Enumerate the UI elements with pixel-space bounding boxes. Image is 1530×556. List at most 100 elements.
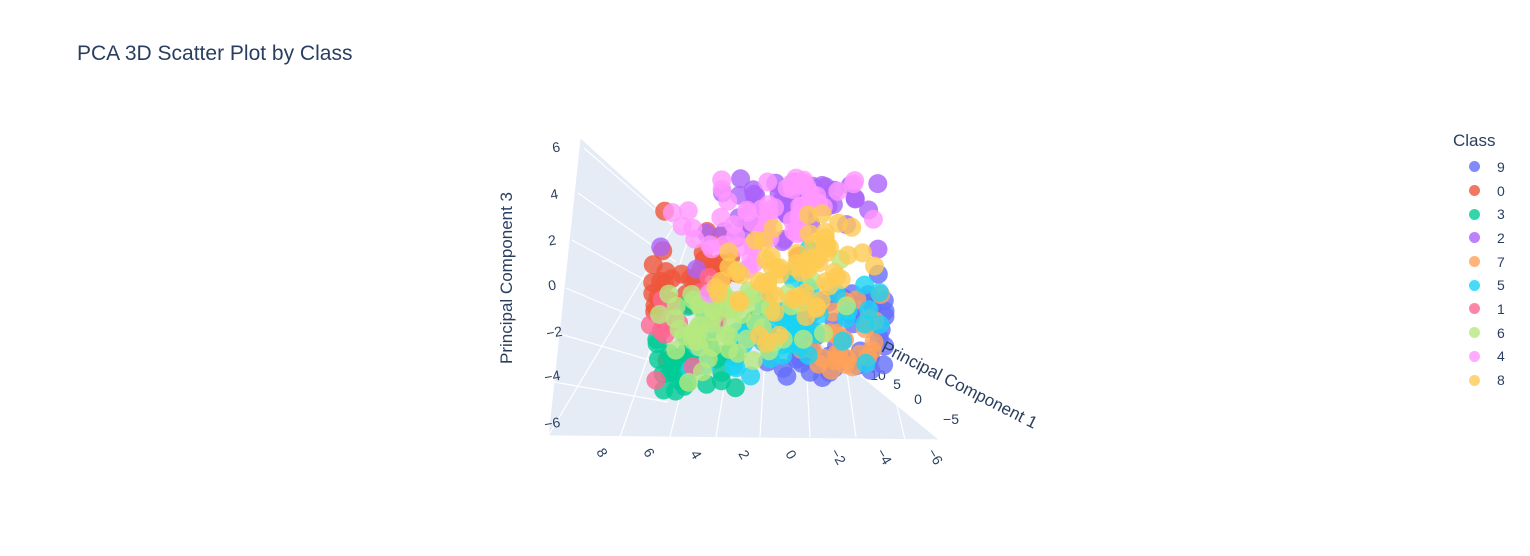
- data-point: [693, 362, 712, 382]
- legend-item-1[interactable]: 1: [1453, 297, 1505, 321]
- legend-item-6[interactable]: 6: [1453, 321, 1505, 345]
- legend-item-2[interactable]: 2: [1453, 226, 1505, 250]
- data-point: [666, 296, 686, 316]
- legend-marker: [1469, 303, 1480, 315]
- data-point: [859, 300, 879, 320]
- legend-marker: [1469, 232, 1480, 244]
- data-point: [845, 189, 865, 209]
- data-point: [763, 218, 783, 238]
- x-tick-label: 0: [914, 391, 922, 407]
- legend-item-5[interactable]: 5: [1453, 273, 1505, 297]
- legend-marker: [1469, 279, 1480, 291]
- data-point: [869, 282, 889, 302]
- data-points: [640, 168, 895, 401]
- y-tick-label: 8: [593, 445, 611, 460]
- y-tick-label: 4: [687, 447, 705, 462]
- data-point: [724, 215, 744, 235]
- data-point: [765, 302, 785, 322]
- legend-item-9[interactable]: 9: [1453, 155, 1505, 179]
- data-point: [649, 349, 668, 369]
- z-tick-label: −6: [543, 414, 562, 433]
- data-point: [828, 181, 848, 201]
- grid-line: [553, 381, 669, 403]
- z-tick-label: 4: [549, 185, 560, 202]
- y-tick-label: −6: [924, 446, 946, 468]
- data-point: [868, 174, 888, 194]
- legend-label: 0: [1497, 182, 1505, 199]
- legend-item-4[interactable]: 4: [1453, 345, 1505, 369]
- z-axis-title: Principal Component 3: [497, 192, 516, 364]
- data-point: [813, 348, 833, 368]
- data-point: [712, 170, 732, 190]
- series-8: [706, 204, 884, 353]
- data-point: [731, 169, 751, 189]
- z-tick-label: −4: [543, 367, 562, 386]
- data-point: [845, 171, 865, 191]
- legend-marker: [1469, 161, 1480, 173]
- data-point: [749, 326, 769, 346]
- data-point: [799, 224, 819, 244]
- legend-marker: [1469, 256, 1480, 268]
- legend-label: 5: [1497, 277, 1505, 294]
- data-point: [815, 222, 835, 242]
- legend-title: Class: [1453, 131, 1496, 150]
- legend-label: 6: [1497, 324, 1505, 341]
- data-point: [868, 239, 888, 259]
- legend-item-8[interactable]: 8: [1453, 368, 1505, 392]
- z-tick-label: −2: [545, 323, 564, 342]
- data-point: [666, 340, 686, 360]
- legend-item-3[interactable]: 3: [1453, 202, 1505, 226]
- data-point: [726, 358, 746, 378]
- data-point: [865, 256, 884, 276]
- data-point: [678, 201, 698, 221]
- data-point: [758, 273, 778, 293]
- data-point: [646, 370, 666, 390]
- data-point: [795, 283, 815, 303]
- data-point: [716, 325, 736, 344]
- y-tick-label: 6: [640, 445, 658, 460]
- data-point: [727, 262, 747, 282]
- legend-label: 4: [1497, 348, 1505, 365]
- data-point: [737, 203, 757, 222]
- y-tick-label: −4: [873, 446, 895, 468]
- data-point: [662, 269, 682, 289]
- data-point: [856, 353, 876, 373]
- data-point: [743, 351, 763, 370]
- data-point: [855, 275, 875, 295]
- legend-label: 7: [1497, 253, 1505, 270]
- data-point: [837, 296, 856, 316]
- legend-marker: [1469, 185, 1480, 197]
- data-point: [770, 258, 790, 278]
- data-point: [811, 291, 831, 311]
- data-point: [814, 323, 833, 343]
- data-point: [815, 237, 835, 257]
- data-point: [708, 283, 728, 303]
- y-axis-ticks: 8 6 4 2 0 −2 −4 −6: [593, 445, 946, 467]
- data-point: [702, 337, 722, 357]
- data-point: [650, 305, 670, 324]
- grid-line: [547, 137, 581, 437]
- legend-item-7[interactable]: 7: [1453, 250, 1505, 274]
- y-tick-label: −2: [827, 446, 849, 468]
- z-tick-label: 6: [551, 138, 562, 155]
- data-point: [863, 209, 883, 229]
- data-point: [741, 366, 761, 386]
- legend-marker: [1469, 208, 1480, 220]
- x-tick-label: 5: [893, 376, 901, 392]
- legend-marker: [1469, 327, 1480, 339]
- legend-label: 9: [1497, 158, 1505, 175]
- legend-marker: [1469, 350, 1480, 362]
- chart-title: PCA 3D Scatter Plot by Class: [77, 42, 353, 65]
- data-point: [719, 339, 739, 359]
- legend-marker: [1469, 374, 1480, 386]
- data-point: [812, 204, 832, 224]
- data-point: [643, 255, 663, 275]
- data-point: [651, 237, 671, 257]
- x-tick-label: −5: [943, 411, 959, 427]
- data-point: [753, 232, 773, 251]
- data-point: [800, 254, 820, 274]
- y-tick-label: 0: [782, 447, 800, 462]
- legend-item-0[interactable]: 0: [1453, 179, 1505, 203]
- data-point: [730, 293, 750, 312]
